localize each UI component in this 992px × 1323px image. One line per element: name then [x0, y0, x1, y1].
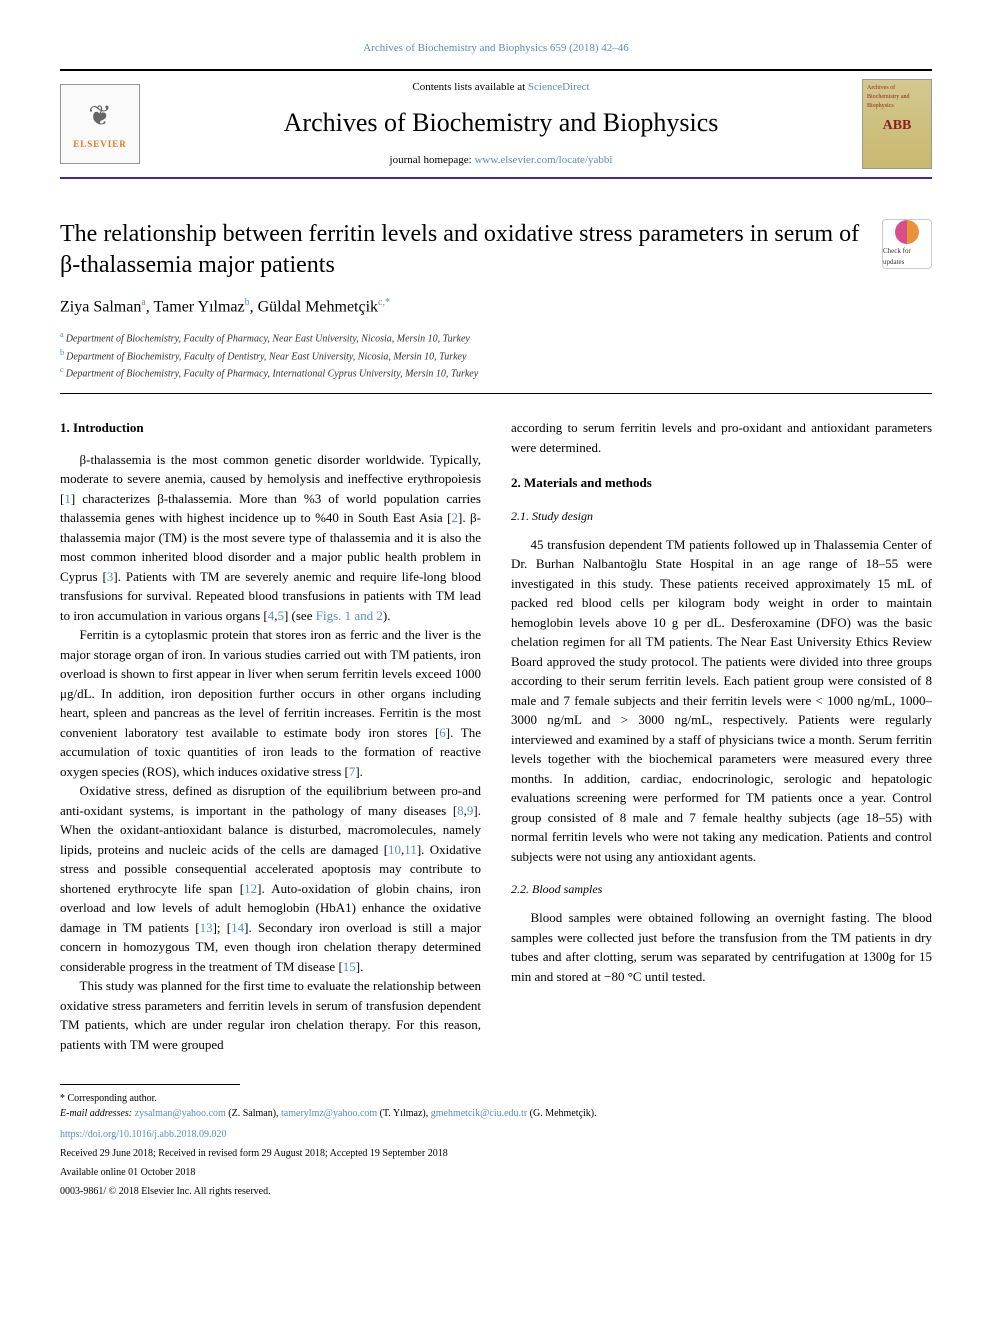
footer-divider	[60, 1084, 240, 1085]
title-section: The relationship between ferritin levels…	[60, 219, 932, 281]
author-1-sup[interactable]: a	[141, 297, 145, 308]
article-title: The relationship between ferritin levels…	[60, 219, 862, 281]
sciencedirect-link[interactable]: ScienceDirect	[528, 81, 590, 93]
affiliation-b: bDepartment of Biochemistry, Faculty of …	[60, 347, 932, 364]
intro-p1b: ] characterizes β-thalassemia. More than…	[60, 491, 481, 526]
header-center: Contents lists available at ScienceDirec…	[140, 79, 862, 169]
affiliation-c-text: Department of Biochemistry, Faculty of P…	[66, 368, 478, 379]
affiliation-c: cDepartment of Biochemistry, Faculty of …	[60, 364, 932, 381]
doi-link[interactable]: https://doi.org/10.1016/j.abb.2018.09.02…	[60, 1127, 932, 1142]
author-1: Ziya Salman	[60, 298, 141, 315]
intro-p3e: ]; [	[213, 920, 232, 935]
affiliation-a: aDepartment of Biochemistry, Faculty of …	[60, 329, 932, 346]
ref-10[interactable]: 10	[388, 842, 401, 857]
author-3: Güldal Mehmetçik	[258, 298, 378, 315]
affiliations: aDepartment of Biochemistry, Faculty of …	[60, 329, 932, 381]
author-2-sup[interactable]: b	[245, 297, 250, 308]
intro-p3a: Oxidative stress, defined as disruption …	[60, 783, 481, 818]
ref-14[interactable]: 14	[231, 920, 244, 935]
available-line: Available online 01 October 2018	[60, 1165, 932, 1180]
study-heading: 2.1. Study design	[511, 507, 932, 525]
intro-p3g: ].	[356, 959, 364, 974]
journal-name: Archives of Biochemistry and Biophysics	[140, 103, 862, 142]
copyright-line: 0003-9861/ © 2018 Elsevier Inc. All righ…	[60, 1184, 932, 1199]
intro-p2: Ferritin is a cytoplasmic protein that s…	[60, 625, 481, 781]
body-columns: 1. Introduction β-thalassemia is the mos…	[60, 418, 932, 1054]
received-line: Received 29 June 2018; Received in revis…	[60, 1146, 932, 1161]
check-updates-icon	[895, 220, 919, 244]
email-3-attr: (G. Mehmetçik).	[527, 1108, 596, 1119]
intro-p2c: ].	[355, 764, 363, 779]
contents-prefix: Contents lists available at	[412, 81, 527, 93]
figs-link[interactable]: Figs. 1 and 2	[316, 608, 383, 623]
homepage-link[interactable]: www.elsevier.com/locate/yabbi	[474, 154, 612, 166]
col2-top: according to serum ferritin levels and p…	[511, 418, 932, 457]
email-1[interactable]: zysalman@yahoo.com	[135, 1108, 226, 1119]
affiliation-b-text: Department of Biochemistry, Faculty of D…	[66, 351, 466, 362]
intro-p3: Oxidative stress, defined as disruption …	[60, 781, 481, 976]
elsevier-brand: ELSEVIER	[73, 138, 127, 152]
corresponding-author: * Corresponding author.	[60, 1091, 932, 1106]
ref-11[interactable]: 11	[404, 842, 417, 857]
study-p1: 45 transfusion dependent TM patients fol…	[511, 535, 932, 867]
affiliation-a-text: Department of Biochemistry, Faculty of P…	[66, 334, 470, 345]
top-citation: Archives of Biochemistry and Biophysics …	[60, 40, 932, 57]
methods-heading: 2. Materials and methods	[511, 473, 932, 493]
email-1-attr: (Z. Salman),	[226, 1108, 281, 1119]
footer: * Corresponding author. E-mail addresses…	[60, 1091, 932, 1199]
homepage-prefix: journal homepage:	[390, 154, 475, 166]
email-2-attr: (T. Yılmaz),	[377, 1108, 431, 1119]
intro-p4: This study was planned for the first tim…	[60, 976, 481, 1054]
elsevier-tree-icon: ❦	[88, 96, 111, 138]
email-2[interactable]: tamerylmz@yahoo.com	[281, 1108, 377, 1119]
ref-12[interactable]: 12	[244, 881, 257, 896]
divider	[60, 393, 932, 394]
email-3[interactable]: gmehmetcik@ciu.edu.tr	[431, 1108, 527, 1119]
journal-cover: Archives of Biochemistry and Biophysics …	[862, 79, 932, 169]
intro-p1: β-thalassemia is the most common genetic…	[60, 450, 481, 626]
blood-heading: 2.2. Blood samples	[511, 880, 932, 898]
intro-p1e: ] (see	[284, 608, 316, 623]
homepage-line: journal homepage: www.elsevier.com/locat…	[140, 152, 862, 169]
email-line: E-mail addresses: zysalman@yahoo.com (Z.…	[60, 1106, 932, 1121]
check-updates-badge[interactable]: Check for updates	[882, 219, 932, 269]
intro-p2a: Ferritin is a cytoplasmic protein that s…	[60, 627, 481, 740]
check-updates-label: Check for updates	[883, 246, 931, 267]
journal-header: ❦ ELSEVIER Contents lists available at S…	[60, 69, 932, 179]
intro-heading: 1. Introduction	[60, 418, 481, 438]
authors: Ziya Salmana, Tamer Yılmazb, Güldal Mehm…	[60, 295, 932, 319]
column-right: according to serum ferritin levels and p…	[511, 418, 932, 1054]
cover-abb: ABB	[883, 115, 912, 136]
intro-p1f: ).	[383, 608, 391, 623]
cover-sub: Archives of Biochemistry and Biophysics	[867, 84, 927, 111]
column-left: 1. Introduction β-thalassemia is the mos…	[60, 418, 481, 1054]
author-2: Tamer Yılmaz	[153, 298, 244, 315]
elsevier-logo: ❦ ELSEVIER	[60, 84, 140, 164]
email-label: E-mail addresses:	[60, 1108, 135, 1119]
ref-13[interactable]: 13	[200, 920, 213, 935]
contents-line: Contents lists available at ScienceDirec…	[140, 79, 862, 96]
ref-15[interactable]: 15	[343, 959, 356, 974]
author-3-sup[interactable]: c,*	[378, 297, 390, 308]
blood-p1: Blood samples were obtained following an…	[511, 908, 932, 986]
